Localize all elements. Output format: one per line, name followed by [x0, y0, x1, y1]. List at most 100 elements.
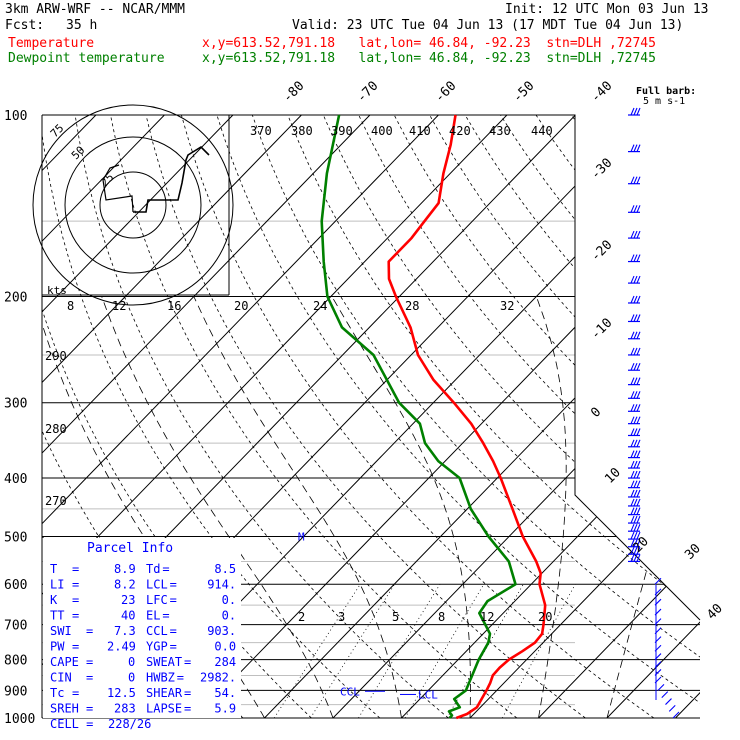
parcel-eq: =	[72, 578, 79, 592]
valid-time: Valid: 23 UTC Tue 04 Jun 13 (17 MDT Tue …	[292, 18, 684, 33]
wind-barb-flag	[633, 230, 638, 239]
dry-adiabat-line	[42, 115, 312, 718]
wind-barb-flag	[636, 428, 641, 436]
level-500-marker: M	[298, 530, 305, 543]
parcel-value: 5.9	[214, 702, 236, 716]
isotherm-label: 40	[704, 601, 726, 623]
parcel-value: 283	[114, 702, 136, 716]
wind-barb-flag	[636, 230, 641, 239]
wind-barb-flag	[636, 363, 641, 371]
mixing-ratio-label: 5	[392, 610, 399, 624]
wind-barb-flag	[633, 460, 638, 469]
dry-adiabat-line	[358, 115, 700, 718]
pressure-label: 200	[4, 291, 27, 306]
pressure-label: 600	[4, 578, 27, 593]
isotherm-label: -50	[510, 79, 537, 106]
moist-adiabat-line	[606, 296, 700, 718]
isotherm-label: 0	[588, 405, 604, 421]
cell-value: 228/26	[108, 717, 151, 731]
mixing-ratio-label: 12	[480, 610, 494, 624]
hodograph-axis-label: 32	[500, 299, 514, 313]
parcel-key: PW	[50, 640, 65, 654]
wind-barb-flag	[630, 428, 635, 436]
wind-barb-flag	[636, 489, 641, 498]
isotherm-label: -30	[588, 156, 615, 183]
parcel-value: 2982.	[200, 671, 236, 685]
pressure-label: 100	[4, 109, 27, 124]
parcel-eq: =	[170, 593, 177, 607]
wind-barb-flag	[633, 144, 638, 152]
parcel-key: T	[50, 562, 57, 576]
wind-barb-flag	[630, 554, 635, 562]
parcel-value: 0	[128, 655, 135, 669]
wind-barb-flag	[633, 523, 638, 532]
wind-barb-flag	[630, 347, 635, 356]
parcel-eq: =	[72, 640, 79, 654]
parcel-eq: =	[86, 702, 93, 716]
wind-barb-flag	[630, 498, 635, 507]
wind-barb-flag	[633, 347, 638, 356]
wind-barb-flag	[630, 377, 635, 385]
isotherm-label: -60	[432, 79, 459, 106]
dewpoint-legend-label: Dewpoint temperature	[8, 51, 165, 66]
wind-barb-flag	[636, 498, 641, 507]
parcel-value: 7.3	[114, 624, 136, 638]
parcel-value: 914.	[207, 578, 236, 592]
isotherm-line	[401, 115, 700, 718]
wind-barbs: Full barb:5 m s-1	[628, 86, 696, 719]
dry-adiabat-line	[500, 115, 700, 718]
wind-barb-flag	[633, 404, 638, 412]
wind-barb-flag	[630, 275, 635, 284]
dry-adiabat-line	[145, 115, 586, 718]
pressure-label: 500	[4, 530, 27, 545]
hodograph-axis-label: 8	[67, 299, 74, 313]
parcel-value: 8.5	[214, 562, 236, 576]
dry-adiabat-line	[287, 115, 700, 718]
wind-barb-flag	[630, 107, 635, 116]
parcel-eq: =	[86, 624, 93, 638]
parcel-key: TT	[50, 609, 64, 623]
isotherm-label: -10	[588, 316, 615, 343]
mixing-ratio-label: 2	[298, 610, 305, 624]
parcel-value: 23	[121, 593, 135, 607]
wind-barb-flag	[630, 416, 635, 424]
parcel-key: K	[50, 593, 58, 607]
wind-barb-flag	[636, 314, 641, 322]
isotherm-line	[42, 115, 165, 718]
parcel-key: SWI	[50, 624, 72, 638]
moist-adiabat-line	[101, 296, 334, 718]
parcel-value: 2.49	[107, 640, 136, 654]
wind-legend-title: Full barb:	[636, 86, 696, 97]
dry-adiabat-line	[110, 115, 518, 718]
wind-barb-staff	[665, 698, 672, 705]
forecast-label: Fcst:	[5, 18, 45, 33]
wind-barb-flag	[636, 275, 641, 284]
theta-label: 420	[449, 124, 471, 138]
parcel-eq: =	[86, 671, 93, 685]
hodograph-ring	[99, 171, 167, 239]
wind-barb-flag	[630, 205, 635, 213]
wind-barb-flag	[636, 554, 641, 562]
isotherm-line	[538, 115, 700, 718]
wind-barb-flag	[636, 416, 641, 424]
parcel-value: 0.	[222, 609, 236, 623]
wind-barb-staff	[654, 577, 662, 585]
dry-adiabat-line	[251, 115, 700, 718]
wind-barb-flag	[636, 507, 641, 515]
temperature-legend-label: Temperature	[8, 36, 95, 51]
hodograph-ring	[32, 104, 234, 306]
hodograph-trace-lower	[102, 164, 134, 213]
wind-barb-flag	[636, 377, 641, 385]
parcel-key: LI	[50, 578, 64, 592]
pressure-label: 1000	[4, 712, 35, 727]
wind-barb-staff	[661, 691, 669, 698]
wind-legend-unit: 5 m s-1	[643, 96, 685, 107]
parcel-value: 8.2	[114, 578, 136, 592]
isotherm-line	[42, 115, 439, 718]
dry-adiabat-line	[429, 115, 700, 718]
parcel-eq: =	[72, 562, 79, 576]
wind-barb-flag	[633, 314, 638, 322]
theta-label: 290	[45, 349, 67, 363]
wind-barb-flag	[630, 460, 635, 469]
